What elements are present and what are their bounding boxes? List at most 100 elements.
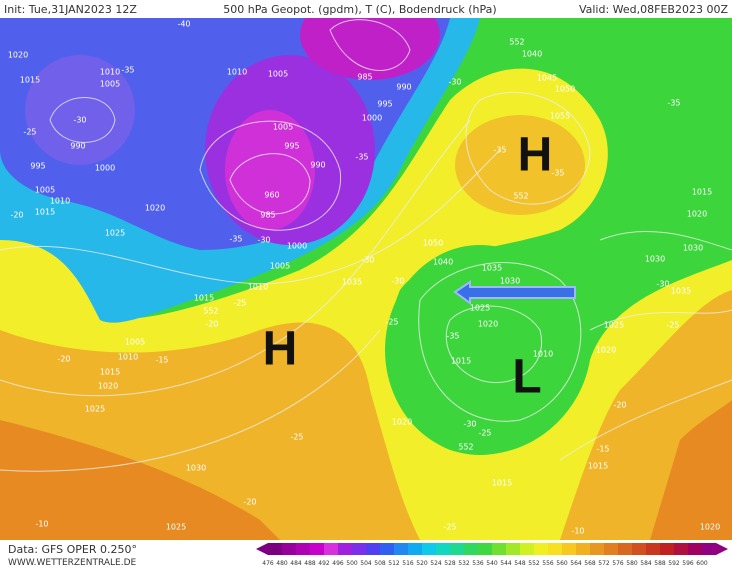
contour-label: 552 [203,307,218,316]
contour-label: 1030 [186,464,206,473]
contour-label: 1010 [100,68,120,77]
trough-core [225,110,315,230]
contour-label: 1030 [683,244,703,253]
colorbar-swatch [660,543,675,555]
contour-label: -20 [243,498,256,507]
dark-orange-region [0,420,280,540]
colorbar-swatch [338,543,353,555]
colorbar-swatch [548,543,563,555]
contour-label: 1015 [35,208,55,217]
contour-label: 1020 [700,523,720,532]
contour-label: 1020 [8,51,28,60]
colorbar-tick-label: 508 [374,560,386,567]
contour-label: 1025 [105,229,125,238]
contour-label: 1015 [20,76,40,85]
colorbar-swatch [310,543,325,555]
colorbar-swatch [604,543,619,555]
colorbar-tick-label: 588 [654,560,666,567]
contour-label: -30 [257,236,270,245]
colorbar-swatch [282,543,297,555]
contour-label: 1005 [270,262,290,271]
colorbar-tick-label: 540 [486,560,498,567]
colorbar-swatch [492,543,507,555]
colorbar-swatch [366,543,381,555]
colorbar-swatch [688,543,703,555]
colorbar-tick-label: 516 [402,560,414,567]
contour-label: 1010 [50,197,70,206]
atlantic-low [25,55,135,165]
colorbar-swatch [408,543,423,555]
contour-label: 1015 [692,188,712,197]
contour-label: -25 [385,318,398,327]
contour-label: -30 [656,280,669,289]
contour-label: 1025 [470,304,490,313]
contour-label: -10 [571,527,584,536]
valid-time: Valid: Wed,08FEB2023 00Z [579,3,728,16]
contour-label: 1005 [35,186,55,195]
contour-label: 1025 [166,523,186,532]
colorbar-swatch [422,543,437,555]
contour-label: 1035 [482,264,502,273]
colorbar-tick-label: 552 [528,560,540,567]
colorbar-arrow-left [256,543,268,555]
colorbar-tick-label: 524 [430,560,442,567]
contour-label: -35 [355,153,368,162]
contour-label: 552 [513,192,528,201]
contour-label: 960 [264,191,279,200]
contour-label: 1005 [273,123,293,132]
contour-label: 1015 [194,294,214,303]
colorbar-swatch [324,543,339,555]
init-time: Init: Tue,31JAN2023 12Z [4,3,137,16]
contour-label: 1020 [98,382,118,391]
dark-orange-region-east [650,400,732,540]
colorbar-tick-label: 580 [626,560,638,567]
contour-label: 1010 [227,68,247,77]
colorbar-tick-label: 504 [360,560,372,567]
contour-label: 1020 [392,418,412,427]
colorbar-swatch [436,543,451,555]
colorbar-swatch [394,543,409,555]
colorbar-swatch [576,543,591,555]
contour-label: 1015 [100,368,120,377]
colorbar-swatch [352,543,367,555]
colorbar-swatch [632,543,647,555]
contour-label: 1020 [596,346,616,355]
colorbar-swatch [478,543,493,555]
contour-label: -30 [73,116,86,125]
contour-label: 990 [396,83,411,92]
data-source: Data: GFS OPER 0.250° [8,543,137,556]
contour-label: -40 [177,20,190,29]
contour-label: 1010 [248,283,268,292]
colorbar-tick-label: 600 [696,560,708,567]
contour-label: 1025 [604,321,624,330]
contour-label: 1000 [287,242,307,251]
contour-label: 985 [357,73,372,82]
colorbar-swatch [464,543,479,555]
polar-low [300,18,440,80]
contour-label: 1005 [125,338,145,347]
contour-label: 1015 [492,479,512,488]
contour-label: -35 [229,235,242,244]
contour-label: 1010 [118,353,138,362]
contour-label: 1050 [555,85,575,94]
contour-label: -30 [463,420,476,429]
arrow [453,280,576,305]
contour-label: -30 [448,78,461,87]
contour-label: 990 [70,142,85,151]
colorbar-tick-label: 476 [262,560,274,567]
colorbar-tick-label: 556 [542,560,554,567]
contour-label: -20 [613,401,626,410]
contour-label: 995 [377,100,392,109]
contour-label: 1030 [645,255,665,264]
contour-label: 1020 [145,204,165,213]
pressure-center: H [263,323,298,376]
colorbar-tick-label: 544 [500,560,512,567]
contour-label: 552 [509,38,524,47]
colorbar-tick-label: 480 [276,560,288,567]
contour-label: 1050 [423,239,443,248]
contour-label: 1025 [85,405,105,414]
colorbar-tick-label: 512 [388,560,400,567]
pressure-center: H [518,129,553,182]
colorbar-swatch [618,543,633,555]
